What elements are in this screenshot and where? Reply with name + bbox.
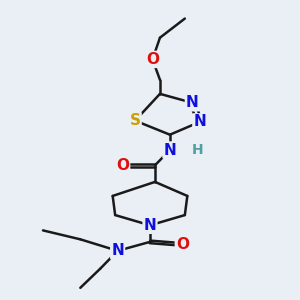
Text: O: O xyxy=(146,52,159,67)
Text: H: H xyxy=(191,143,203,157)
Text: O: O xyxy=(176,237,189,252)
Text: N: N xyxy=(111,243,124,258)
Text: N: N xyxy=(144,218,156,233)
Text: N: N xyxy=(164,142,176,158)
Text: N: N xyxy=(186,95,199,110)
Text: S: S xyxy=(130,113,141,128)
Text: N: N xyxy=(194,114,206,129)
Text: O: O xyxy=(116,158,129,173)
